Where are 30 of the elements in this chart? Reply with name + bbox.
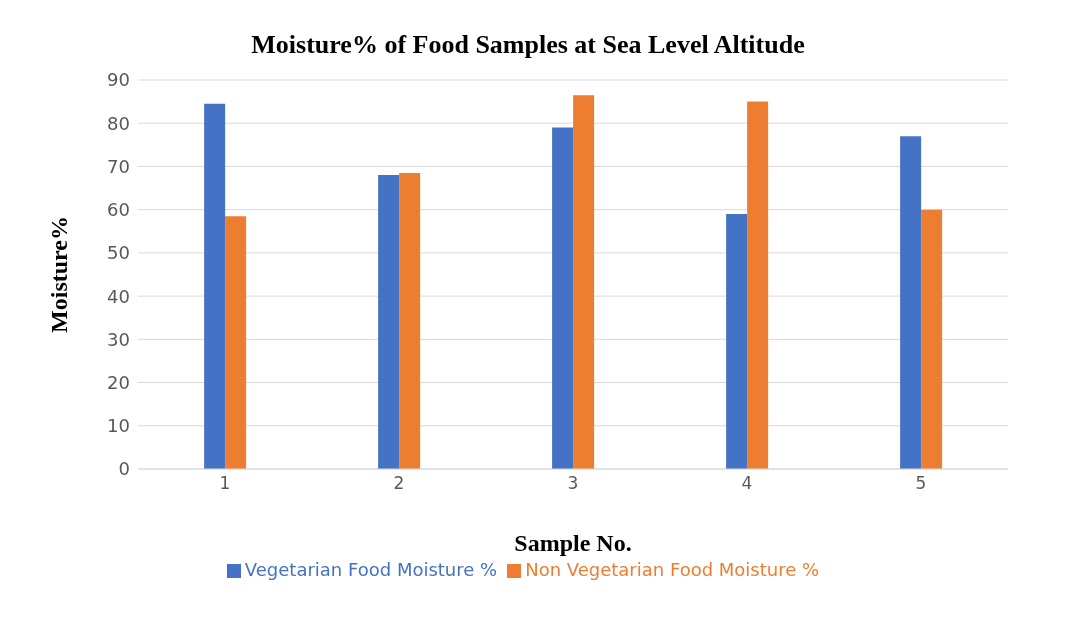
bar — [204, 103, 226, 469]
y-tick-label: 20 — [107, 371, 130, 393]
bar — [378, 175, 400, 469]
bar — [552, 127, 574, 469]
bar — [747, 101, 769, 469]
y-tick-label: 90 — [107, 69, 130, 91]
legend-label: Non Vegetarian Food Moisture % — [525, 559, 820, 580]
legend-label: Vegetarian Food Moisture % — [244, 559, 498, 580]
chart-title: Moisture% of Food Samples at Sea Level Altitude — [250, 29, 806, 60]
bar — [900, 136, 922, 469]
y-tick-label: 70 — [107, 155, 130, 177]
x-tick-label: 2 — [393, 473, 405, 494]
y-tick-label: 60 — [107, 199, 130, 221]
x-tick-label: 1 — [219, 473, 231, 494]
y-axis-title: Moisture% — [45, 216, 72, 333]
y-tick-label: 50 — [107, 242, 130, 264]
bar — [225, 216, 247, 469]
y-tick-label: 80 — [107, 112, 130, 134]
y-tick-label: 40 — [107, 285, 130, 307]
bar — [726, 213, 748, 469]
bar — [921, 209, 943, 469]
x-tick-label: 4 — [741, 473, 753, 494]
bar — [399, 172, 421, 469]
y-tick-label: 30 — [107, 328, 130, 350]
x-axis-title: Sample No. — [514, 530, 632, 556]
y-tick-label: 0 — [118, 458, 130, 480]
x-tick-label: 5 — [915, 473, 927, 494]
bar — [573, 95, 595, 469]
x-tick-label: 3 — [567, 473, 579, 494]
y-tick-label: 10 — [107, 415, 130, 437]
